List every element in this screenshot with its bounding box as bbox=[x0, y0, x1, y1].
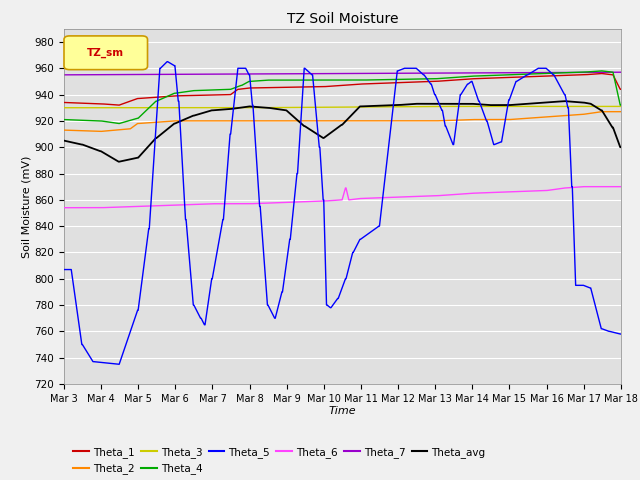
Theta_5 bbox=[118, 355, 125, 360]
Theta_1 bbox=[115, 102, 122, 108]
Theta_3 bbox=[305, 105, 313, 110]
Theta_4 bbox=[505, 72, 513, 78]
Theta_avg bbox=[495, 102, 502, 108]
Theta_5 bbox=[307, 71, 314, 76]
X-axis label: Time: Time bbox=[328, 407, 356, 417]
Theta_2 bbox=[97, 129, 104, 134]
Y-axis label: Soil Moisture (mV): Soil Moisture (mV) bbox=[22, 155, 32, 258]
Line: Theta_3: Theta_3 bbox=[64, 107, 621, 108]
Theta_5 bbox=[287, 237, 294, 242]
Theta_3 bbox=[431, 104, 438, 109]
Theta_7 bbox=[442, 70, 450, 76]
Theta_4 bbox=[115, 120, 122, 126]
Theta_avg bbox=[306, 127, 314, 132]
Theta_2 bbox=[617, 109, 625, 115]
Line: Theta_2: Theta_2 bbox=[64, 112, 621, 132]
Theta_3 bbox=[617, 104, 625, 109]
Theta_4 bbox=[495, 72, 502, 78]
Theta_3 bbox=[285, 105, 293, 110]
Theta_1 bbox=[495, 75, 502, 81]
Theta_6 bbox=[285, 200, 293, 205]
Theta_6 bbox=[494, 190, 502, 195]
Theta_6 bbox=[60, 205, 68, 211]
Theta_avg bbox=[286, 110, 294, 116]
Text: TZ_sm: TZ_sm bbox=[87, 48, 124, 58]
Theta_7 bbox=[494, 70, 502, 76]
Theta_5 bbox=[495, 140, 503, 145]
Theta_5 bbox=[60, 267, 68, 273]
Theta_1 bbox=[443, 78, 451, 84]
Theta_7 bbox=[617, 69, 625, 75]
Line: Theta_5: Theta_5 bbox=[64, 62, 621, 364]
Theta_avg bbox=[443, 101, 451, 107]
Theta_1 bbox=[118, 101, 125, 107]
Theta_3 bbox=[60, 105, 68, 110]
Theta_2 bbox=[505, 117, 513, 122]
Theta_6 bbox=[579, 184, 587, 190]
Theta_3 bbox=[505, 104, 513, 109]
Theta_6 bbox=[305, 199, 313, 204]
Theta_4 bbox=[443, 75, 451, 81]
Theta_2 bbox=[598, 109, 605, 115]
Theta_7 bbox=[305, 71, 313, 77]
Theta_2 bbox=[306, 118, 314, 124]
Theta_6 bbox=[504, 189, 512, 195]
Theta_1 bbox=[505, 74, 513, 80]
Line: Theta_1: Theta_1 bbox=[64, 73, 621, 105]
Theta_5 bbox=[163, 59, 171, 65]
Theta_4 bbox=[118, 120, 125, 126]
Theta_5 bbox=[617, 331, 625, 337]
Theta_3 bbox=[443, 104, 451, 109]
Theta_4 bbox=[598, 68, 605, 74]
Theta_2 bbox=[286, 118, 294, 124]
Theta_avg bbox=[505, 102, 513, 108]
Theta_avg bbox=[60, 138, 68, 144]
Theta_1 bbox=[598, 71, 605, 76]
Theta_avg bbox=[617, 144, 625, 150]
Theta_1 bbox=[286, 84, 294, 90]
Theta_7 bbox=[60, 72, 68, 78]
Theta_4 bbox=[286, 77, 294, 83]
Theta_1 bbox=[617, 86, 625, 92]
Theta_7 bbox=[285, 71, 293, 77]
Theta_5 bbox=[444, 128, 451, 133]
Line: Theta_7: Theta_7 bbox=[64, 72, 621, 75]
Title: TZ Soil Moisture: TZ Soil Moisture bbox=[287, 12, 398, 26]
Theta_4 bbox=[60, 117, 68, 122]
Theta_6 bbox=[617, 184, 625, 190]
Theta_6 bbox=[442, 192, 450, 198]
Theta_2 bbox=[495, 117, 502, 122]
Theta_7 bbox=[504, 70, 512, 76]
Theta_7 bbox=[616, 69, 624, 75]
Theta_6 bbox=[117, 204, 125, 210]
Theta_avg bbox=[561, 98, 568, 104]
Theta_1 bbox=[60, 99, 68, 105]
Line: Theta_avg: Theta_avg bbox=[64, 101, 621, 162]
Theta_1 bbox=[306, 84, 314, 90]
Theta_4 bbox=[617, 102, 625, 108]
Line: Theta_6: Theta_6 bbox=[64, 187, 621, 208]
Theta_5 bbox=[115, 361, 122, 367]
Legend: Theta_1, Theta_2, Theta_3, Theta_4, Theta_5, Theta_6, Theta_7, Theta_avg: Theta_1, Theta_2, Theta_3, Theta_4, Thet… bbox=[69, 443, 490, 478]
Theta_2 bbox=[60, 127, 68, 133]
Theta_2 bbox=[118, 127, 125, 132]
Line: Theta_4: Theta_4 bbox=[64, 71, 621, 123]
Theta_2 bbox=[443, 118, 451, 123]
FancyBboxPatch shape bbox=[64, 36, 147, 70]
Theta_7 bbox=[117, 72, 125, 77]
Theta_avg bbox=[115, 159, 122, 165]
Theta_avg bbox=[118, 158, 125, 164]
Theta_3 bbox=[495, 104, 502, 109]
Theta_4 bbox=[306, 77, 314, 83]
Theta_5 bbox=[506, 97, 513, 103]
Theta_3 bbox=[117, 105, 125, 110]
